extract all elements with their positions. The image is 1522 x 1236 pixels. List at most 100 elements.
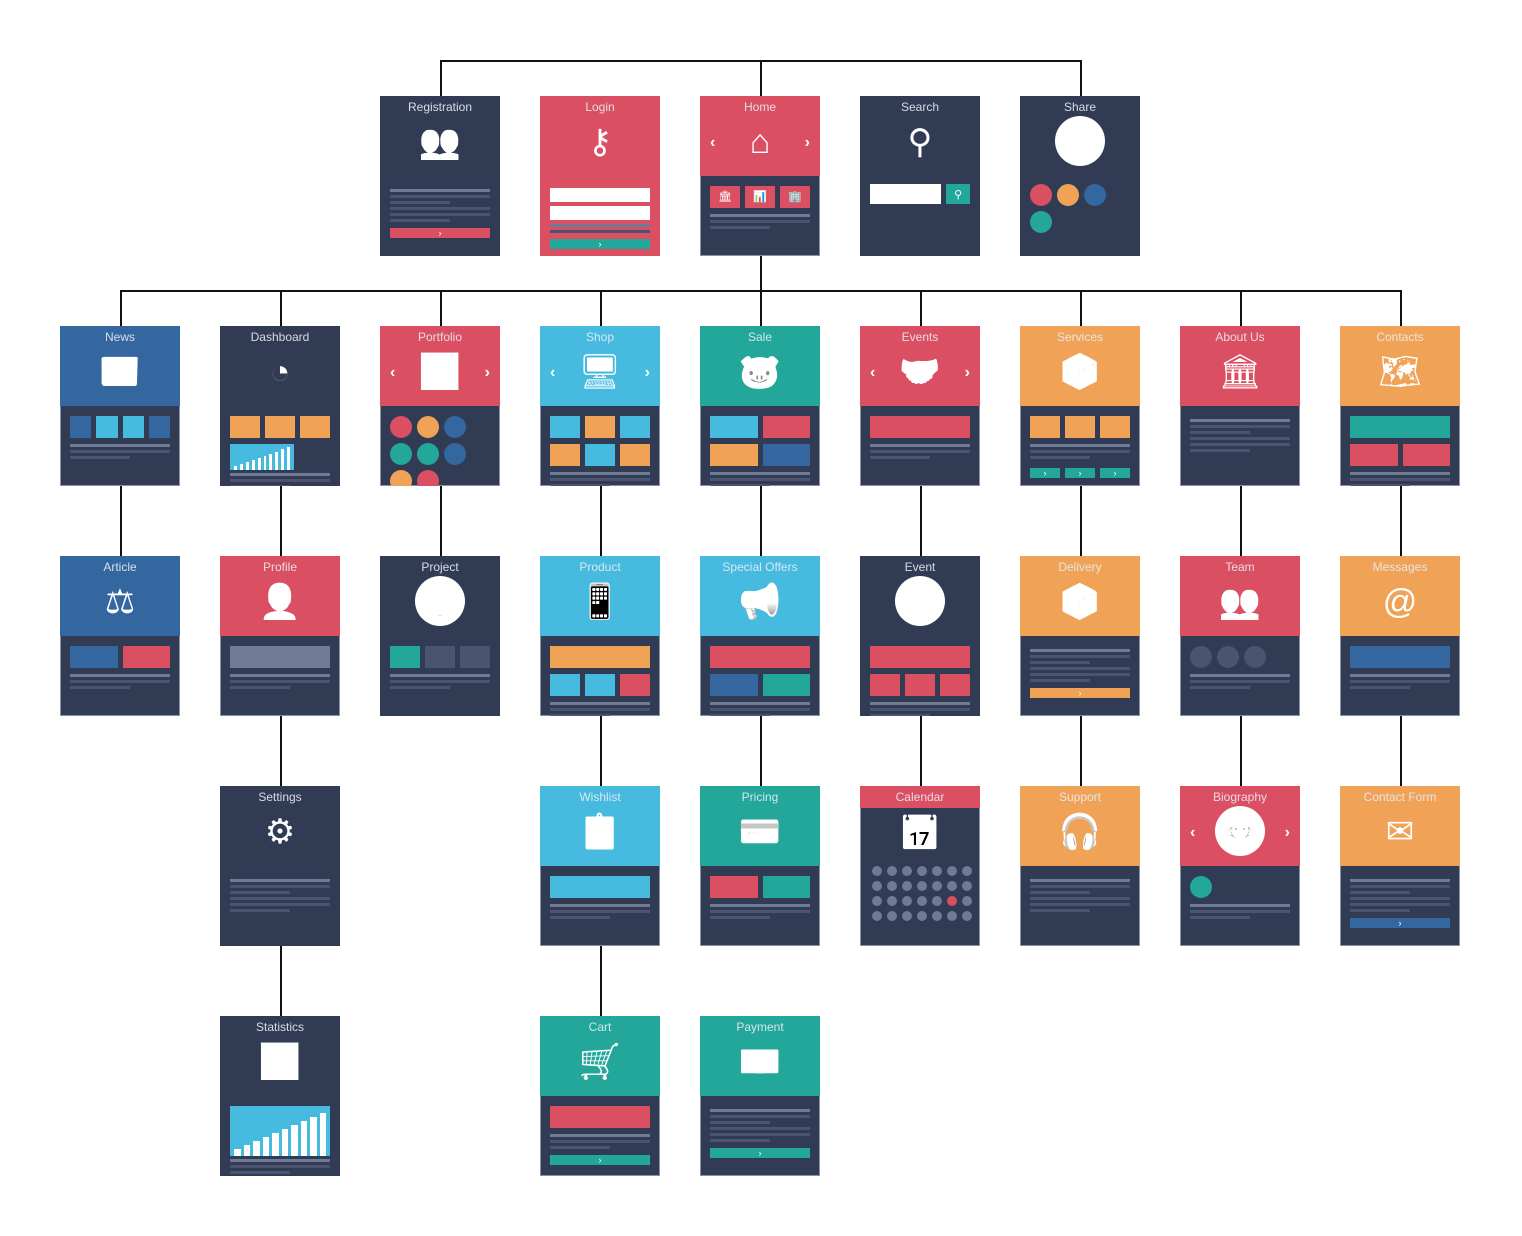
tile[interactable] <box>620 674 650 696</box>
tile[interactable] <box>417 443 439 465</box>
calendar-day[interactable] <box>917 881 927 891</box>
chevron-left-icon[interactable]: ‹ <box>550 364 556 381</box>
calendar-day[interactable] <box>947 881 957 891</box>
tile[interactable] <box>1030 416 1060 438</box>
tile[interactable] <box>940 674 970 696</box>
card-statistics[interactable]: Statistics 📊 <box>220 1016 340 1176</box>
tile[interactable] <box>710 444 758 466</box>
chevron-right-icon[interactable]: › <box>1284 824 1290 841</box>
tile[interactable] <box>1057 184 1079 206</box>
calendar-day[interactable] <box>887 896 897 906</box>
card-sale[interactable]: Sale 🐷 <box>700 326 820 486</box>
next-button[interactable]: › <box>1100 468 1130 478</box>
card-profile[interactable]: Profile 👤 <box>220 556 340 716</box>
calendar-day[interactable] <box>902 911 912 921</box>
tile[interactable] <box>762 444 810 466</box>
calendar-day[interactable] <box>962 866 972 876</box>
tile[interactable] <box>1350 444 1398 466</box>
calendar-day[interactable] <box>917 866 927 876</box>
tile[interactable] <box>1350 646 1450 668</box>
tile[interactable] <box>300 416 330 438</box>
tile[interactable] <box>550 646 650 668</box>
card-calendar[interactable]: Calendar 📅 <box>860 786 980 946</box>
tile[interactable] <box>620 444 650 466</box>
tile[interactable]: 📊 <box>745 186 775 208</box>
card-wishlist[interactable]: Wishlist 📋 <box>540 786 660 946</box>
tile[interactable] <box>122 646 170 668</box>
chevron-right-icon[interactable]: › <box>964 364 970 381</box>
next-button[interactable]: › <box>550 239 650 249</box>
tile[interactable] <box>460 646 490 668</box>
card-project[interactable]: Project 💡 <box>380 556 500 716</box>
tile[interactable] <box>1217 646 1239 668</box>
calendar-day[interactable] <box>902 866 912 876</box>
tile[interactable] <box>762 416 810 438</box>
card-portfolio[interactable]: Portfolio 📈 ‹ › <box>380 326 500 486</box>
tile[interactable] <box>417 416 439 438</box>
calendar-day[interactable] <box>947 896 957 906</box>
calendar-day[interactable] <box>872 866 882 876</box>
calendar-day[interactable] <box>917 896 927 906</box>
tile[interactable] <box>585 674 615 696</box>
card-search[interactable]: Search ⚲ ⚲ <box>860 96 980 256</box>
login-password-field[interactable] <box>550 206 650 220</box>
tile[interactable] <box>550 674 580 696</box>
tile[interactable] <box>710 416 758 438</box>
chevron-right-icon[interactable]: › <box>804 134 810 151</box>
card-pricing[interactable]: Pricing 💳 <box>700 786 820 946</box>
calendar-day[interactable] <box>962 881 972 891</box>
tile[interactable] <box>550 1106 650 1128</box>
tile[interactable] <box>1190 876 1212 898</box>
next-button[interactable]: › <box>1065 468 1095 478</box>
tile[interactable] <box>1030 211 1052 233</box>
tile[interactable] <box>444 443 466 465</box>
tile[interactable] <box>550 876 650 898</box>
tile[interactable] <box>425 646 455 668</box>
card-shop[interactable]: Shop 🖥 ‹ › <box>540 326 660 486</box>
card-biography[interactable]: Biography 👷 ‹ › <box>1180 786 1300 946</box>
calendar-day[interactable] <box>947 911 957 921</box>
calendar-day[interactable] <box>887 866 897 876</box>
calendar-day[interactable] <box>932 896 942 906</box>
tile[interactable] <box>550 444 580 466</box>
next-button[interactable]: › <box>1350 918 1450 928</box>
tile[interactable] <box>230 416 260 438</box>
card-about[interactable]: About Us 🏛 <box>1180 326 1300 486</box>
tile[interactable] <box>70 646 118 668</box>
chevron-right-icon[interactable]: › <box>484 364 490 381</box>
card-special[interactable]: Special Offers 📢 <box>700 556 820 716</box>
chevron-left-icon[interactable]: ‹ <box>390 364 396 381</box>
calendar-day[interactable] <box>962 896 972 906</box>
tile[interactable] <box>390 443 412 465</box>
tile[interactable] <box>390 646 420 668</box>
card-messages[interactable]: Messages @ <box>1340 556 1460 716</box>
calendar-day[interactable] <box>872 911 882 921</box>
tile[interactable] <box>762 674 810 696</box>
card-home[interactable]: Home ⌂ ‹ › 🏛 📊 🏢 <box>700 96 820 256</box>
calendar-day[interactable] <box>932 866 942 876</box>
calendar-day[interactable] <box>962 911 972 921</box>
chevron-left-icon[interactable]: ‹ <box>1190 824 1196 841</box>
tile[interactable] <box>265 416 295 438</box>
card-login[interactable]: Login ⚷ › <box>540 96 660 256</box>
tile[interactable] <box>905 674 935 696</box>
calendar-day[interactable] <box>872 881 882 891</box>
card-contactform[interactable]: Contact Form ✉ › <box>1340 786 1460 946</box>
calendar-day[interactable] <box>947 866 957 876</box>
next-button[interactable]: › <box>390 228 490 238</box>
card-product[interactable]: Product 📱 <box>540 556 660 716</box>
chevron-left-icon[interactable]: ‹ <box>870 364 876 381</box>
calendar-day[interactable] <box>887 911 897 921</box>
next-button[interactable]: › <box>1030 468 1060 478</box>
tile[interactable] <box>870 646 970 668</box>
card-news[interactable]: News 📰 <box>60 326 180 486</box>
tile[interactable] <box>230 646 330 668</box>
tile[interactable] <box>1100 416 1130 438</box>
tile[interactable] <box>710 674 758 696</box>
calendar-day[interactable] <box>932 911 942 921</box>
search-button[interactable]: ⚲ <box>946 184 970 204</box>
tile[interactable]: 🏛 <box>710 186 740 208</box>
card-services[interactable]: Services 📦 › › › <box>1020 326 1140 486</box>
tile[interactable] <box>1030 184 1052 206</box>
tile[interactable] <box>122 416 144 438</box>
